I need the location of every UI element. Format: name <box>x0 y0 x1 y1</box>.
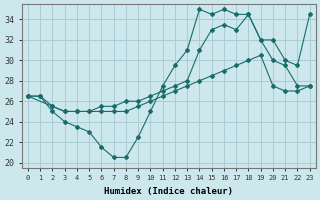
X-axis label: Humidex (Indice chaleur): Humidex (Indice chaleur) <box>104 187 233 196</box>
